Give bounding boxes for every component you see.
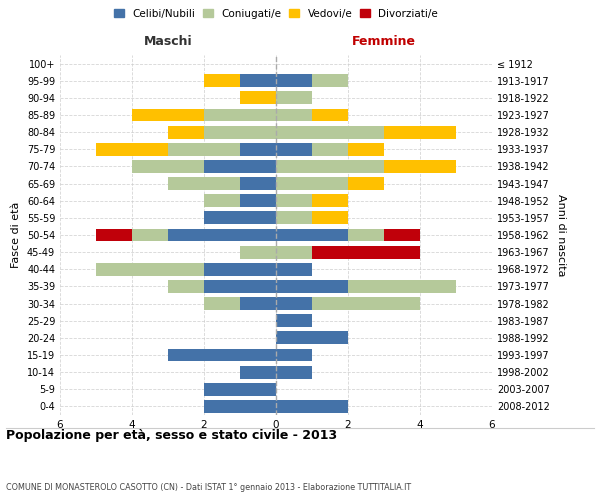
Bar (276, 74, 312, 87)
Bar (276, 297, 312, 310)
Bar (276, 280, 348, 293)
Bar (312, 212, 348, 224)
Bar (168, 177, 240, 190)
Bar (204, 74, 240, 87)
Bar (384, 228, 420, 241)
Bar (276, 92, 312, 104)
Bar (168, 280, 204, 293)
Bar (384, 126, 456, 138)
Bar (204, 160, 276, 173)
Bar (276, 314, 312, 327)
Bar (240, 92, 276, 104)
Bar (96, 263, 204, 276)
Bar (276, 160, 384, 173)
Bar (384, 160, 456, 173)
Bar (132, 228, 168, 241)
Bar (276, 400, 348, 413)
Bar (132, 108, 204, 122)
Bar (312, 143, 348, 156)
Bar (168, 126, 204, 138)
Bar (240, 143, 276, 156)
Bar (204, 383, 276, 396)
Text: COMUNE DI MONASTEROLO CASOTTO (CN) - Dati ISTAT 1° gennaio 2013 - Elaborazione T: COMUNE DI MONASTEROLO CASOTTO (CN) - Dat… (6, 484, 411, 492)
Bar (312, 108, 348, 122)
Bar (276, 246, 312, 258)
Bar (204, 400, 276, 413)
Bar (348, 177, 384, 190)
Bar (240, 177, 276, 190)
Bar (204, 263, 276, 276)
Bar (240, 246, 276, 258)
Text: Popolazione per età, sesso e stato civile - 2013: Popolazione per età, sesso e stato civil… (6, 430, 337, 442)
Bar (276, 194, 312, 207)
Bar (276, 332, 348, 344)
Bar (240, 366, 276, 378)
Bar (276, 126, 384, 138)
Bar (276, 143, 312, 156)
Y-axis label: Anni di nascita: Anni di nascita (556, 194, 566, 276)
Bar (312, 194, 348, 207)
Bar (96, 143, 168, 156)
Bar (348, 280, 456, 293)
Bar (276, 366, 312, 378)
Bar (348, 228, 384, 241)
Bar (96, 228, 132, 241)
Bar (204, 108, 276, 122)
Bar (132, 160, 204, 173)
Y-axis label: Fasce di età: Fasce di età (11, 202, 21, 268)
Bar (276, 263, 312, 276)
Bar (312, 74, 348, 87)
Bar (240, 74, 276, 87)
Bar (276, 108, 312, 122)
Bar (276, 228, 348, 241)
Bar (348, 143, 384, 156)
Bar (204, 126, 276, 138)
Bar (240, 194, 276, 207)
Bar (240, 297, 276, 310)
Legend: Celibi/Nubili, Coniugati/e, Vedovi/e, Divorziati/e: Celibi/Nubili, Coniugati/e, Vedovi/e, Di… (110, 4, 442, 23)
Bar (204, 280, 276, 293)
Bar (312, 297, 420, 310)
Bar (204, 297, 240, 310)
Bar (168, 348, 276, 362)
Text: Femmine: Femmine (352, 35, 416, 48)
Bar (168, 228, 276, 241)
Bar (312, 246, 420, 258)
Bar (276, 212, 312, 224)
Bar (276, 177, 348, 190)
Bar (204, 194, 240, 207)
Bar (276, 348, 312, 362)
Bar (168, 143, 240, 156)
Text: Maschi: Maschi (143, 35, 193, 48)
Bar (204, 212, 276, 224)
